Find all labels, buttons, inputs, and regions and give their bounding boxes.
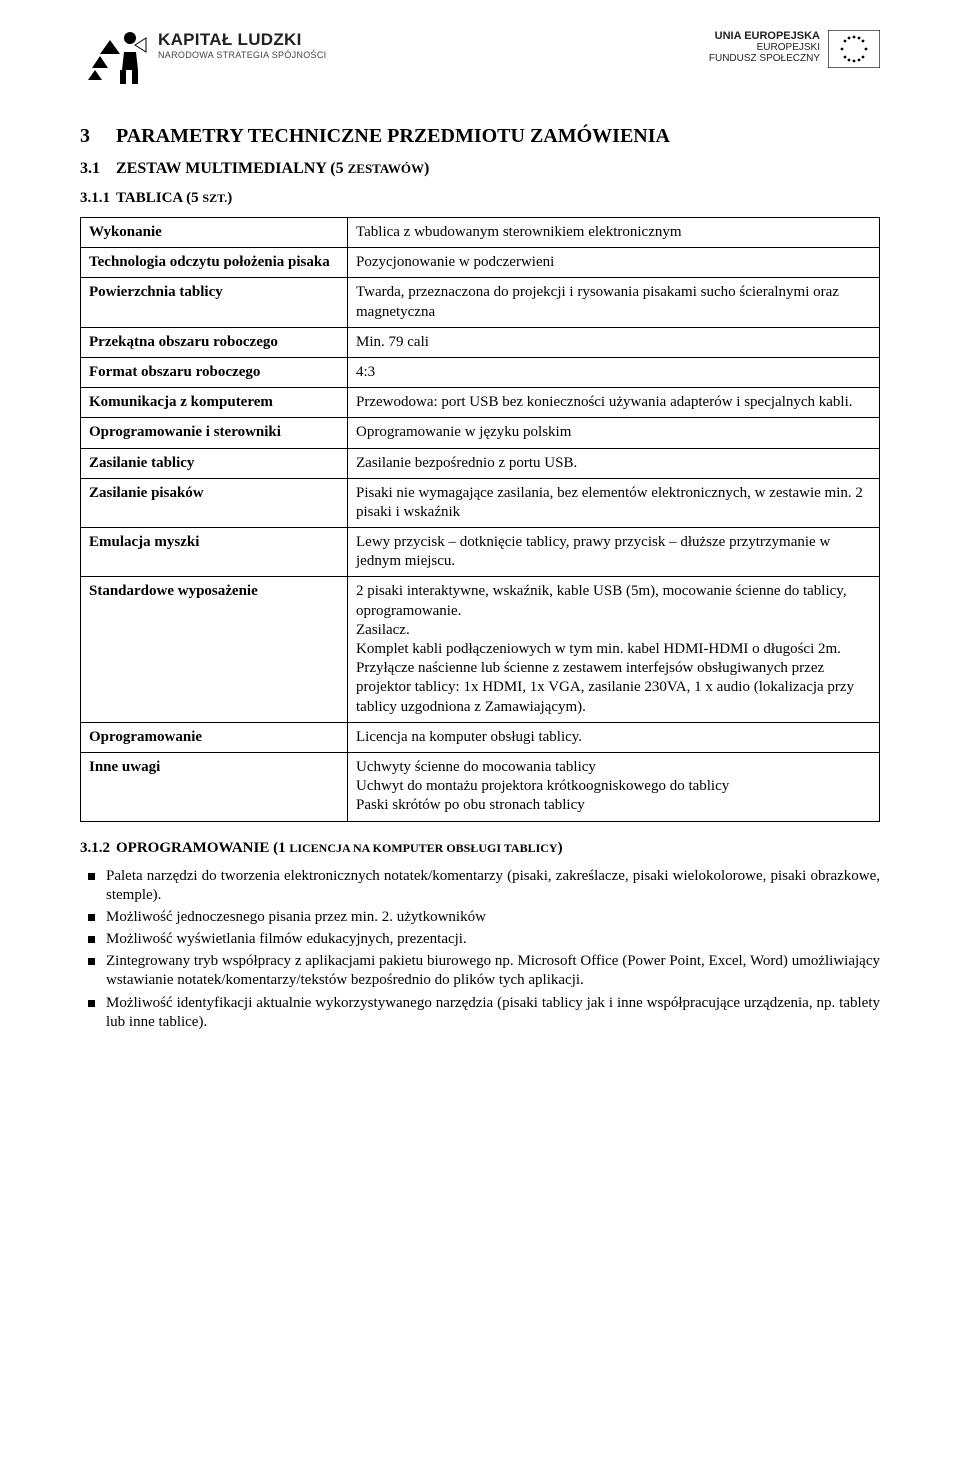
section-3-1-1-title-end: ) xyxy=(227,190,232,206)
table-key: Zasilanie pisaków xyxy=(81,478,348,527)
table-row: OprogramowanieLicencja na komputer obsłu… xyxy=(81,722,880,752)
section-3-1-1-title: TABLICA (5 SZT.) xyxy=(116,190,232,207)
header-right: UNIA EUROPEJSKA EUROPEJSKI FUNDUSZ SPOŁE… xyxy=(709,30,880,68)
document-page: KAPITAŁ LUDZKI NARODOWA STRATEGIA SPÓJNO… xyxy=(0,0,960,1465)
table-key: Oprogramowanie xyxy=(81,722,348,752)
table-value: Twarda, przeznaczona do projekcji i ryso… xyxy=(348,278,880,327)
section-3-1-1-title-small: SZT. xyxy=(202,191,227,205)
section-3-1-2: 3.1.2 OPROGRAMOWANIE (1 LICENCJA NA KOMP… xyxy=(80,840,880,857)
table-row: Zasilanie tablicyZasilanie bezpośrednio … xyxy=(81,448,880,478)
kapital-ludzki-text: KAPITAŁ LUDZKI NARODOWA STRATEGIA SPÓJNO… xyxy=(158,30,326,60)
table-value: Przewodowa: port USB bez konieczności uż… xyxy=(348,388,880,418)
table-row: Oprogramowanie i sterownikiOprogramowani… xyxy=(81,418,880,448)
table-key: Emulacja myszki xyxy=(81,528,348,577)
list-item: Paleta narzędzi do tworzenia elektronicz… xyxy=(106,867,880,905)
section-3-title: PARAMETRY TECHNICZNE PRZEDMIOTU ZAMÓWIEN… xyxy=(116,125,670,148)
table-value: Pozycjonowanie w podczerwieni xyxy=(348,248,880,278)
table-value: Pisaki nie wymagające zasilania, bez ele… xyxy=(348,478,880,527)
table-key: Zasilanie tablicy xyxy=(81,448,348,478)
section-3-1-2-title-end: ) xyxy=(558,840,563,856)
kapital-ludzki-logo xyxy=(80,30,150,90)
section-3-1-1-num: 3.1.1 xyxy=(80,190,116,207)
table-row: Przekątna obszaru roboczegoMin. 79 cali xyxy=(81,327,880,357)
table-key: Format obszaru roboczego xyxy=(81,357,348,387)
table-key: Technologia odczytu położenia pisaka xyxy=(81,248,348,278)
section-3-num: 3 xyxy=(80,125,116,148)
table-key: Oprogramowanie i sterowniki xyxy=(81,418,348,448)
section-3-1-2-title-main: OPROGRAMOWANIE (1 xyxy=(116,840,289,856)
table-row: Powierzchnia tablicyTwarda, przeznaczona… xyxy=(81,278,880,327)
table-row: Inne uwagiUchwyty ścienne do mocowania t… xyxy=(81,752,880,821)
section-3-1-num: 3.1 xyxy=(80,160,116,178)
table-key: Przekątna obszaru roboczego xyxy=(81,327,348,357)
section-3-1-title-small: ZESTAWÓW xyxy=(348,161,424,176)
section-3-1-title: ZESTAW MULTIMEDIALNY (5 ZESTAWÓW) xyxy=(116,160,429,178)
section-3-1-title-main: ZESTAW MULTIMEDIALNY (5 xyxy=(116,160,348,177)
header-left: KAPITAŁ LUDZKI NARODOWA STRATEGIA SPÓJNO… xyxy=(80,30,326,90)
kl-subtitle: NARODOWA STRATEGIA SPÓJNOŚCI xyxy=(158,50,326,60)
table-value: 4:3 xyxy=(348,357,880,387)
table-row: Standardowe wyposażenie2 pisaki interakt… xyxy=(81,577,880,722)
table-value: Uchwyty ścienne do mocowania tablicyUchw… xyxy=(348,752,880,821)
table-row: Format obszaru roboczego4:3 xyxy=(81,357,880,387)
eu-line3: FUNDUSZ SPOŁECZNY xyxy=(709,53,820,64)
section-3-1-2-title-small: LICENCJA NA KOMPUTER OBSŁUGI TABLICY xyxy=(289,841,557,855)
table-row: Zasilanie pisakówPisaki nie wymagające z… xyxy=(81,478,880,527)
table-key: Komunikacja z komputerem xyxy=(81,388,348,418)
list-item: Zintegrowany tryb współpracy z aplikacja… xyxy=(106,952,880,990)
section-3-1-1-title-main: TABLICA (5 xyxy=(116,190,202,206)
eu-flag-icon xyxy=(828,30,880,68)
section-3-1-2-title: OPROGRAMOWANIE (1 LICENCJA NA KOMPUTER O… xyxy=(116,840,563,857)
table-value: Oprogramowanie w języku polskim xyxy=(348,418,880,448)
table-key: Wykonanie xyxy=(81,218,348,248)
table-key: Standardowe wyposażenie xyxy=(81,577,348,722)
list-item: Możliwość identyfikacji aktualnie wykorz… xyxy=(106,994,880,1032)
section-3: 3 PARAMETRY TECHNICZNE PRZEDMIOTU ZAMÓWI… xyxy=(80,125,880,148)
table-value: Licencja na komputer obsługi tablicy. xyxy=(348,722,880,752)
table-value: 2 pisaki interaktywne, wskaźnik, kable U… xyxy=(348,577,880,722)
table-row: Emulacja myszkiLewy przycisk – dotknięci… xyxy=(81,528,880,577)
section-3-1-1: 3.1.1 TABLICA (5 SZT.) xyxy=(80,190,880,207)
section-3-1-2-num: 3.1.2 xyxy=(80,840,116,857)
table-row: Komunikacja z komputeremPrzewodowa: port… xyxy=(81,388,880,418)
requirements-list: Paleta narzędzi do tworzenia elektronicz… xyxy=(80,867,880,1033)
table-value: Min. 79 cali xyxy=(348,327,880,357)
table-key: Inne uwagi xyxy=(81,752,348,821)
table-row: Technologia odczytu położenia pisakaPozy… xyxy=(81,248,880,278)
table-row: WykonanieTablica z wbudowanym sterowniki… xyxy=(81,218,880,248)
page-header: KAPITAŁ LUDZKI NARODOWA STRATEGIA SPÓJNO… xyxy=(80,30,880,90)
eu-line1: UNIA EUROPEJSKA xyxy=(709,30,820,42)
section-3-1-title-end: ) xyxy=(424,160,429,177)
table-value: Tablica z wbudowanym sterownikiem elektr… xyxy=(348,218,880,248)
list-item: Możliwość wyświetlania filmów edukacyjny… xyxy=(106,930,880,949)
kl-title: KAPITAŁ LUDZKI xyxy=(158,30,326,50)
table-key: Powierzchnia tablicy xyxy=(81,278,348,327)
table-value: Lewy przycisk – dotknięcie tablicy, praw… xyxy=(348,528,880,577)
eu-line2: EUROPEJSKI xyxy=(709,42,820,53)
eu-text: UNIA EUROPEJSKA EUROPEJSKI FUNDUSZ SPOŁE… xyxy=(709,30,820,64)
list-item: Możliwość jednoczesnego pisania przez mi… xyxy=(106,908,880,927)
section-3-1: 3.1 ZESTAW MULTIMEDIALNY (5 ZESTAWÓW) xyxy=(80,160,880,178)
table-value: Zasilanie bezpośrednio z portu USB. xyxy=(348,448,880,478)
spec-table: WykonanieTablica z wbudowanym sterowniki… xyxy=(80,217,880,822)
